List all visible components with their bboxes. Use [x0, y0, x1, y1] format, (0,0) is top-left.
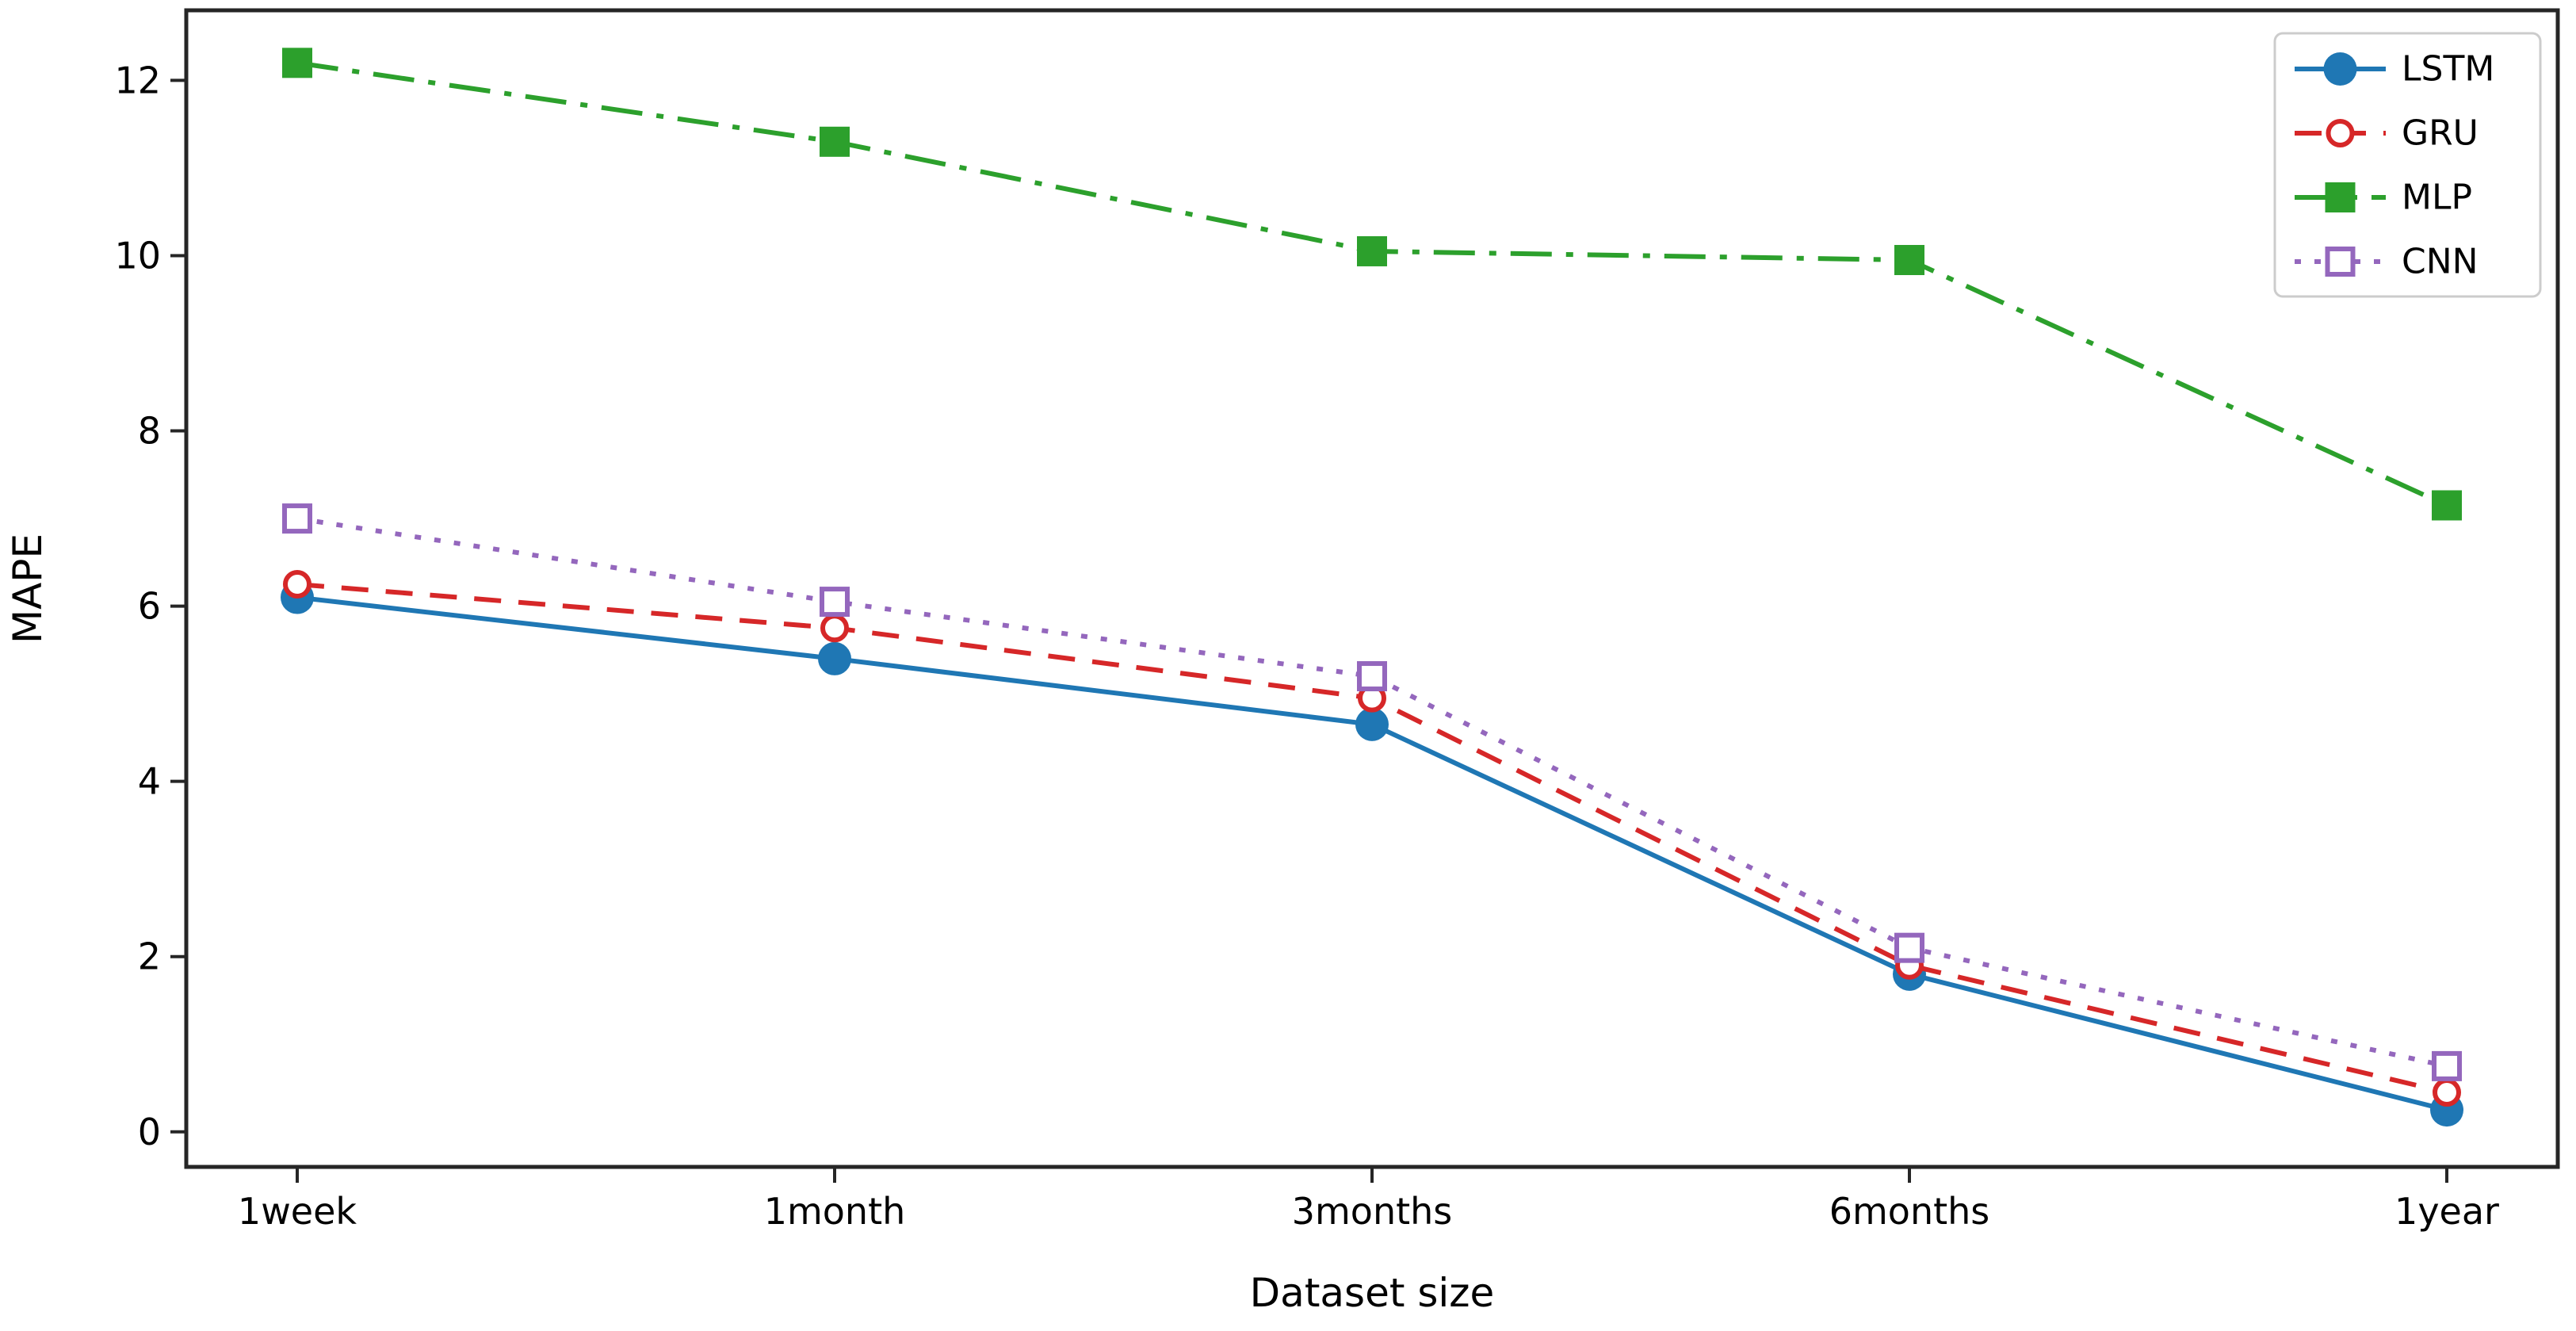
- legend-label-gru: GRU: [2402, 113, 2479, 154]
- series-marker-mlp: [282, 48, 312, 78]
- series-marker-gru: [283, 569, 311, 599]
- series-marker-mlp: [2432, 490, 2462, 521]
- series-marker-lstm: [1355, 707, 1389, 741]
- y-tick-label: 4: [138, 760, 161, 803]
- series-marker-mlp: [1894, 245, 1924, 276]
- series-marker-mlp: [820, 126, 850, 157]
- x-tick-label: 6months: [1829, 1190, 1990, 1233]
- y-tick-label: 8: [138, 410, 161, 453]
- legend-label-mlp: MLP: [2402, 178, 2472, 218]
- y-tick-label: 12: [114, 59, 161, 101]
- series-marker-lstm: [818, 641, 851, 675]
- legend-sample-marker-cnn: [2325, 247, 2356, 277]
- legend-box: [2273, 32, 2542, 298]
- legend-label-lstm: LSTM: [2402, 49, 2494, 90]
- y-axis-title: MAPE: [5, 534, 51, 644]
- series-line-cnn: [296, 516, 2448, 1069]
- series-marker-gru: [820, 614, 849, 643]
- series-marker-cnn: [2432, 1050, 2462, 1081]
- series-marker-gru: [2433, 1078, 2461, 1107]
- series-marker-cnn: [1894, 932, 1924, 963]
- series-marker-mlp: [1357, 235, 1387, 266]
- legend-label-cnn: CNN: [2402, 242, 2479, 282]
- series-marker-cnn: [1357, 661, 1387, 692]
- y-tick-label: 6: [138, 585, 161, 628]
- x-tick-label: 3months: [1292, 1190, 1453, 1233]
- x-tick-label: 1week: [238, 1190, 357, 1233]
- legend-sample-marker-gru: [2326, 119, 2355, 147]
- x-axis-title: Dataset size: [1250, 1270, 1495, 1316]
- y-tick-label: 10: [114, 234, 161, 277]
- series-marker-cnn: [820, 587, 850, 618]
- legend-sample-marker-mlp: [2325, 182, 2356, 212]
- series-marker-cnn: [282, 503, 312, 534]
- legend-sample-marker-lstm: [2323, 52, 2357, 86]
- y-tick-label: 2: [138, 935, 161, 978]
- y-tick-label: 0: [138, 1111, 161, 1153]
- x-tick-label: 1year: [2394, 1190, 2499, 1233]
- x-tick-label: 1month: [764, 1190, 906, 1233]
